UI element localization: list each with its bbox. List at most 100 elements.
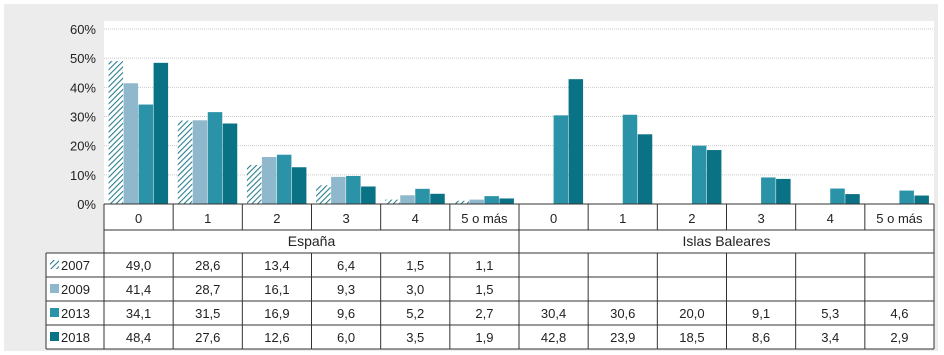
x-tick-label: 5 o más (461, 211, 508, 226)
data-label: 6,4 (337, 258, 355, 273)
data-label: 28,6 (195, 258, 220, 273)
x-tick-label: 0 (550, 211, 557, 226)
chart: 0% 10% 20% 30% 40% 50% 60% 0 1 2 3 4 5 o más España 0 1… (45, 21, 935, 350)
bar-baleares-2013 (761, 177, 776, 204)
y-tick-label: 10% (70, 168, 96, 183)
bar-espana-2013 (415, 188, 430, 204)
x-tick-label: 0 (135, 211, 142, 226)
plot-area (104, 21, 934, 204)
data-label: 9,3 (337, 282, 355, 297)
y-tick-label: 20% (70, 139, 96, 154)
bar-espana-2013 (484, 196, 499, 204)
bar-baleares-2013 (830, 188, 845, 204)
y-tick-label: 60% (70, 22, 96, 37)
data-label: 1,5 (406, 258, 424, 273)
bar-espana-2013 (207, 112, 223, 204)
bar-espana-2018 (222, 123, 238, 204)
bar-baleares-2013 (899, 190, 914, 204)
data-label: 16,1 (264, 282, 289, 297)
bar-espana-2007 (177, 120, 193, 204)
x-tick-label: 2 (688, 211, 695, 226)
bar-baleares-2018 (776, 178, 791, 204)
bar-espana-2009 (123, 83, 139, 204)
bar-espana-2018 (361, 186, 376, 204)
legend-label: 2007 (61, 258, 90, 273)
data-label: 48,4 (126, 330, 151, 345)
bar-baleares-2013 (622, 114, 638, 204)
bar-espana-2009 (400, 195, 415, 204)
data-label: 16,9 (264, 306, 289, 321)
data-label: 3,5 (406, 330, 424, 345)
legend-swatch-2018 (50, 332, 59, 341)
legend-label: 2009 (61, 282, 90, 297)
data-label: 2,9 (890, 330, 908, 345)
bar-baleares-2018 (914, 195, 929, 204)
legend-swatch-2013 (50, 308, 59, 317)
y-tick-label: 50% (70, 51, 96, 66)
data-label: 5,3 (821, 306, 839, 321)
legend-swatch-2007 (50, 260, 59, 269)
x-tick-label: 3 (342, 211, 349, 226)
bar-baleares-2018 (568, 79, 584, 204)
data-label: 27,6 (195, 330, 220, 345)
bar-espana-2007 (454, 200, 469, 204)
bar-baleares-2013 (553, 115, 569, 204)
data-label: 30,6 (610, 306, 635, 321)
legend-label: 2018 (61, 330, 90, 345)
data-label: 6,0 (337, 330, 355, 345)
bar-espana-2013 (138, 104, 154, 204)
bar-espana-2018 (153, 62, 169, 205)
x-tick-label: 5 o más (876, 211, 923, 226)
x-tick-label: 1 (204, 211, 211, 226)
data-label: 41,4 (126, 282, 151, 297)
bar-espana-2007 (385, 199, 400, 204)
data-label: 4,6 (890, 306, 908, 321)
bar-espana-2009 (261, 157, 277, 204)
data-label: 3,0 (406, 282, 424, 297)
data-label: 12,6 (264, 330, 289, 345)
data-label: 42,8 (541, 330, 566, 345)
bar-espana-2009 (331, 176, 346, 204)
legend-label: 2013 (61, 306, 90, 321)
data-label: 5,2 (406, 306, 424, 321)
y-tick-label: 0% (77, 197, 96, 212)
data-label: 28,7 (195, 282, 220, 297)
bar-baleares-2018 (845, 194, 860, 204)
x-tick-label: 4 (827, 211, 834, 226)
bar-espana-2018 (430, 193, 445, 204)
x-tick-label: 2 (273, 211, 280, 226)
data-label: 13,4 (264, 258, 289, 273)
data-label: 23,9 (610, 330, 635, 345)
data-label: 18,5 (679, 330, 704, 345)
y-tick-label: 40% (70, 80, 96, 95)
data-label: 30,4 (541, 306, 566, 321)
data-label: 2,7 (475, 306, 493, 321)
data-label: 20,0 (679, 306, 704, 321)
chart-frame: 0% 10% 20% 30% 40% 50% 60% 0 1 2 3 4 5 o más España 0 1… (4, 4, 938, 351)
bar-espana-2013 (346, 176, 361, 204)
bar-espana-2009 (469, 199, 484, 204)
data-label: 31,5 (195, 306, 220, 321)
data-label: 9,1 (752, 306, 770, 321)
bar-espana-2018 (291, 167, 307, 204)
bar-espana-2007 (316, 185, 331, 204)
data-label: 1,9 (475, 330, 493, 345)
bar-baleares-2018 (706, 150, 722, 204)
bar-baleares-2013 (691, 145, 707, 204)
data-label: 8,6 (752, 330, 770, 345)
bar-espana-2007 (108, 61, 124, 205)
bar-baleares-2018 (637, 134, 653, 204)
group-label: España (288, 233, 336, 249)
x-tick-label: 3 (757, 211, 764, 226)
group-label: Islas Baleares (683, 233, 771, 249)
x-tick-label: 1 (619, 211, 626, 226)
data-label: 3,4 (821, 330, 839, 345)
bar-espana-2007 (246, 164, 262, 204)
data-label: 1,1 (475, 258, 493, 273)
data-label: 49,0 (126, 258, 151, 273)
bar-espana-2018 (499, 198, 514, 204)
x-tick-label: 4 (412, 211, 419, 226)
y-tick-label: 30% (70, 110, 96, 125)
bar-espana-2013 (276, 154, 292, 204)
data-label: 34,1 (126, 306, 151, 321)
